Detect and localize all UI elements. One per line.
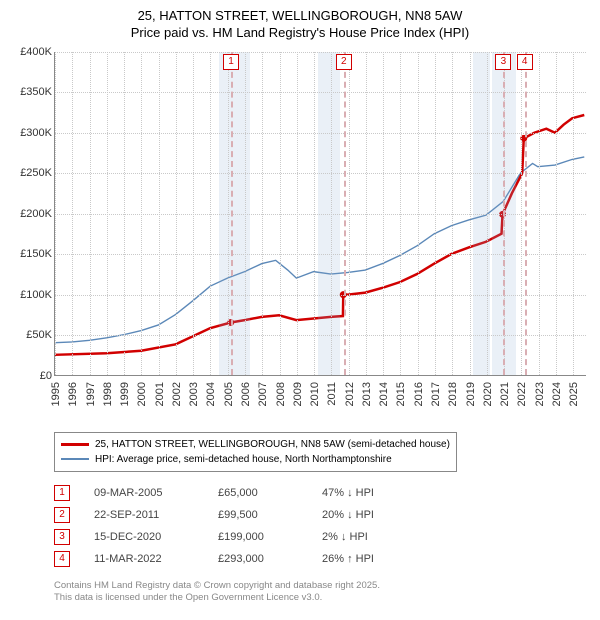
y-tick-label: £300K — [10, 127, 52, 139]
v-gridline — [452, 52, 453, 375]
row-price: £293,000 — [218, 553, 298, 565]
row-marker: 4 — [54, 551, 70, 567]
chart-area: £0 £50K £100K £150K £200K £250K £300K £350K £400… — [10, 46, 590, 426]
h-gridline — [55, 133, 586, 134]
v-gridline — [297, 52, 298, 375]
row-hpi: 26% ↑ HPI — [322, 553, 402, 565]
v-gridline — [141, 52, 142, 375]
v-gridline — [314, 52, 315, 375]
v-gridline — [331, 52, 332, 375]
row-marker: 1 — [54, 485, 70, 501]
y-tick-label: £100K — [10, 289, 52, 301]
v-gridline — [349, 52, 350, 375]
h-gridline — [55, 214, 586, 215]
chart-title: 25, HATTON STREET, WELLINGBOROUGH, NN8 5… — [10, 8, 590, 42]
v-gridline — [90, 52, 91, 375]
y-tick-label: £50K — [10, 329, 52, 341]
chart-container: 25, HATTON STREET, WELLINGBOROUGH, NN8 5… — [0, 0, 600, 620]
v-gridline — [228, 52, 229, 375]
y-tick-label: £250K — [10, 167, 52, 179]
v-gridline — [418, 52, 419, 375]
footnote: Contains HM Land Registry data © Crown c… — [54, 580, 590, 605]
marker-line — [503, 52, 505, 375]
v-gridline — [124, 52, 125, 375]
v-gridline — [245, 52, 246, 375]
marker-line — [344, 52, 346, 375]
h-gridline — [55, 52, 586, 53]
v-gridline — [210, 52, 211, 375]
legend-swatch-red — [61, 443, 89, 446]
row-price: £99,500 — [218, 509, 298, 521]
v-gridline — [400, 52, 401, 375]
row-price: £65,000 — [218, 487, 298, 499]
v-gridline — [159, 52, 160, 375]
row-marker: 2 — [54, 507, 70, 523]
v-gridline — [280, 52, 281, 375]
row-hpi: 2% ↓ HPI — [322, 531, 402, 543]
row-hpi: 47% ↓ HPI — [322, 487, 402, 499]
footnote-line1: Contains HM Land Registry data © Crown c… — [54, 580, 590, 592]
v-gridline — [539, 52, 540, 375]
row-date: 09-MAR-2005 — [94, 487, 194, 499]
row-marker: 3 — [54, 529, 70, 545]
legend-swatch-blue — [61, 458, 89, 460]
y-tick-label: £150K — [10, 248, 52, 260]
h-gridline — [55, 92, 586, 93]
v-gridline — [107, 52, 108, 375]
table-row: 3 15-DEC-2020 £199,000 2% ↓ HPI — [54, 526, 590, 548]
h-gridline — [55, 254, 586, 255]
plot-inner: 1 2 34 — [54, 52, 586, 376]
legend-label-red: 25, HATTON STREET, WELLINGBOROUGH, NN8 5… — [95, 437, 450, 452]
marker-box: 2 — [336, 54, 352, 70]
y-tick-label: £400K — [10, 46, 52, 58]
data-table: 1 09-MAR-2005 £65,000 47% ↓ HPI 2 22-SEP-2011… — [54, 482, 590, 570]
title-line2: Price paid vs. HM Land Registry's House … — [10, 25, 590, 42]
v-gridline — [470, 52, 471, 375]
row-date: 11-MAR-2022 — [94, 553, 194, 565]
v-gridline — [176, 52, 177, 375]
row-hpi: 20% ↓ HPI — [322, 509, 402, 521]
y-tick-label: £350K — [10, 86, 52, 98]
table-row: 4 11-MAR-2022 £293,000 26% ↑ HPI — [54, 548, 590, 570]
row-date: 22-SEP-2011 — [94, 509, 194, 521]
v-gridline — [573, 52, 574, 375]
marker-box: 1 — [223, 54, 239, 70]
v-gridline — [487, 52, 488, 375]
plot-area: 1 2 34 — [54, 52, 586, 376]
v-gridline — [366, 52, 367, 375]
v-gridline — [383, 52, 384, 375]
y-tick-label: £200K — [10, 208, 52, 220]
h-gridline — [55, 335, 586, 336]
v-gridline — [55, 52, 56, 375]
v-gridline — [521, 52, 522, 375]
footnote-line2: This data is licensed under the Open Gov… — [54, 592, 590, 604]
legend: 25, HATTON STREET, WELLINGBOROUGH, NN8 5… — [54, 432, 457, 472]
row-date: 15-DEC-2020 — [94, 531, 194, 543]
v-gridline — [262, 52, 263, 375]
v-gridline — [556, 52, 557, 375]
legend-row-red: 25, HATTON STREET, WELLINGBOROUGH, NN8 5… — [61, 437, 450, 452]
v-gridline — [435, 52, 436, 375]
legend-label-blue: HPI: Average price, semi-detached house,… — [95, 452, 392, 467]
title-line1: 25, HATTON STREET, WELLINGBOROUGH, NN8 5… — [10, 8, 590, 25]
marker-box: 4 — [517, 54, 533, 70]
row-price: £199,000 — [218, 531, 298, 543]
h-gridline — [55, 173, 586, 174]
v-gridline — [193, 52, 194, 375]
v-gridline — [72, 52, 73, 375]
marker-line — [525, 52, 527, 375]
legend-row-blue: HPI: Average price, semi-detached house,… — [61, 452, 450, 467]
table-row: 1 09-MAR-2005 £65,000 47% ↓ HPI — [54, 482, 590, 504]
y-tick-label: £0 — [10, 370, 52, 382]
h-gridline — [55, 295, 586, 296]
table-row: 2 22-SEP-2011 £99,500 20% ↓ HPI — [54, 504, 590, 526]
x-tick-label: 2025 — [568, 382, 600, 406]
marker-box: 3 — [495, 54, 511, 70]
marker-line — [231, 52, 233, 375]
